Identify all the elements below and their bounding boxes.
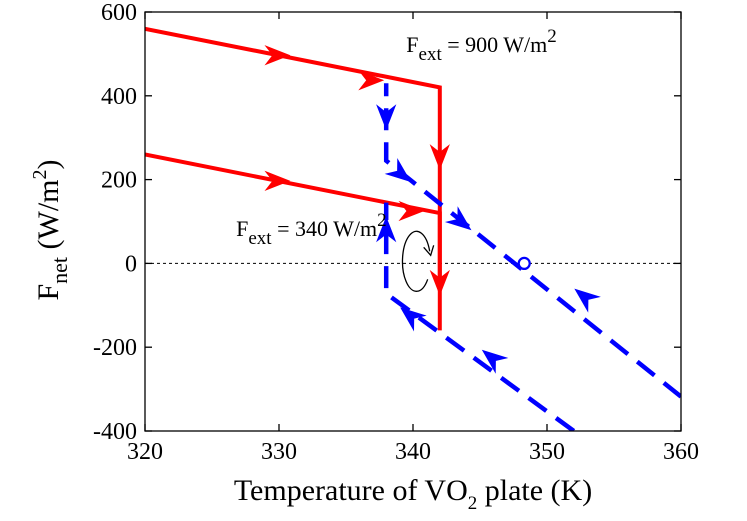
annotation-fext-900-sub: ext xyxy=(419,44,443,65)
stable-point-marker xyxy=(517,256,531,270)
direction-arrow-5 xyxy=(429,269,450,296)
x-tick-label: 340 xyxy=(395,439,431,465)
loop-indicator-arrowhead xyxy=(423,245,435,257)
x-tick-label: 320 xyxy=(127,439,163,465)
x-axis-label-sub: 2 xyxy=(468,493,478,514)
x-axis-label-tail: plate (K) xyxy=(477,474,592,507)
y-axis-label-sub: net xyxy=(47,257,72,284)
y-tick-label: 200 xyxy=(101,168,137,194)
direction-arrow-3 xyxy=(398,200,425,222)
direction-arrow-8 xyxy=(384,158,412,183)
arrow-layer xyxy=(264,45,601,374)
y-tick-label: -200 xyxy=(93,335,137,361)
tick-layer: 320 330 340 350 360 -400 -200 0 200 400 600 xyxy=(93,0,699,465)
annotation-fext-340-text: = 340 W/m xyxy=(272,216,378,241)
y-axis-label-sup: 2 xyxy=(29,169,51,179)
y-tick-label: -400 xyxy=(93,419,137,445)
direction-arrow-0 xyxy=(264,45,291,66)
direction-arrow-9 xyxy=(444,206,472,231)
y-tick-label: 400 xyxy=(101,84,137,110)
plot-background xyxy=(145,12,681,431)
direction-arrow-4 xyxy=(429,144,450,170)
y-tick-label: 600 xyxy=(101,0,137,26)
y-axis-label: Fnet (W/m2) xyxy=(29,159,72,300)
direction-arrow-11 xyxy=(400,307,427,332)
y-axis-label-close: ) xyxy=(32,159,65,169)
direction-arrow-10 xyxy=(574,288,601,313)
loop-indicator xyxy=(401,230,431,292)
annotation-fext-340: Fext = 340 W/m2 xyxy=(236,210,386,249)
annotation-fext-900-prefix: F xyxy=(406,32,418,57)
annotation-fext-900: Fext = 900 W/m2 xyxy=(406,26,556,65)
direction-arrow-6 xyxy=(376,104,397,131)
x-tick-label: 360 xyxy=(663,439,699,465)
direction-arrow-2 xyxy=(264,170,291,192)
x-axis-label-main: Temperature of VO xyxy=(234,474,468,507)
y-axis-label-main: F xyxy=(32,284,65,301)
direction-arrow-7 xyxy=(376,216,397,243)
annotation-fext-340-prefix: F xyxy=(236,216,248,241)
plot-frame xyxy=(144,11,682,432)
direction-arrow-1 xyxy=(358,70,385,91)
y-tick-label: 0 xyxy=(125,251,137,277)
marker-layer xyxy=(401,230,531,292)
x-axis-label: Temperature of VO2 plate (K) xyxy=(234,474,592,514)
y-axis-label-tail: (W/m xyxy=(32,179,65,256)
x-tick-label: 350 xyxy=(529,439,565,465)
annotation-fext-900-sup: 2 xyxy=(547,26,557,47)
annotation-fext-340-sub: ext xyxy=(248,228,272,249)
annotation-fext-900-text: = 900 W/m xyxy=(442,32,548,57)
annotation-fext-340-sup: 2 xyxy=(377,210,387,231)
series-line-cooling-900 xyxy=(383,83,681,399)
plot-area xyxy=(145,12,681,431)
direction-arrow-12 xyxy=(481,349,509,374)
x-tick-label: 330 xyxy=(261,439,297,465)
